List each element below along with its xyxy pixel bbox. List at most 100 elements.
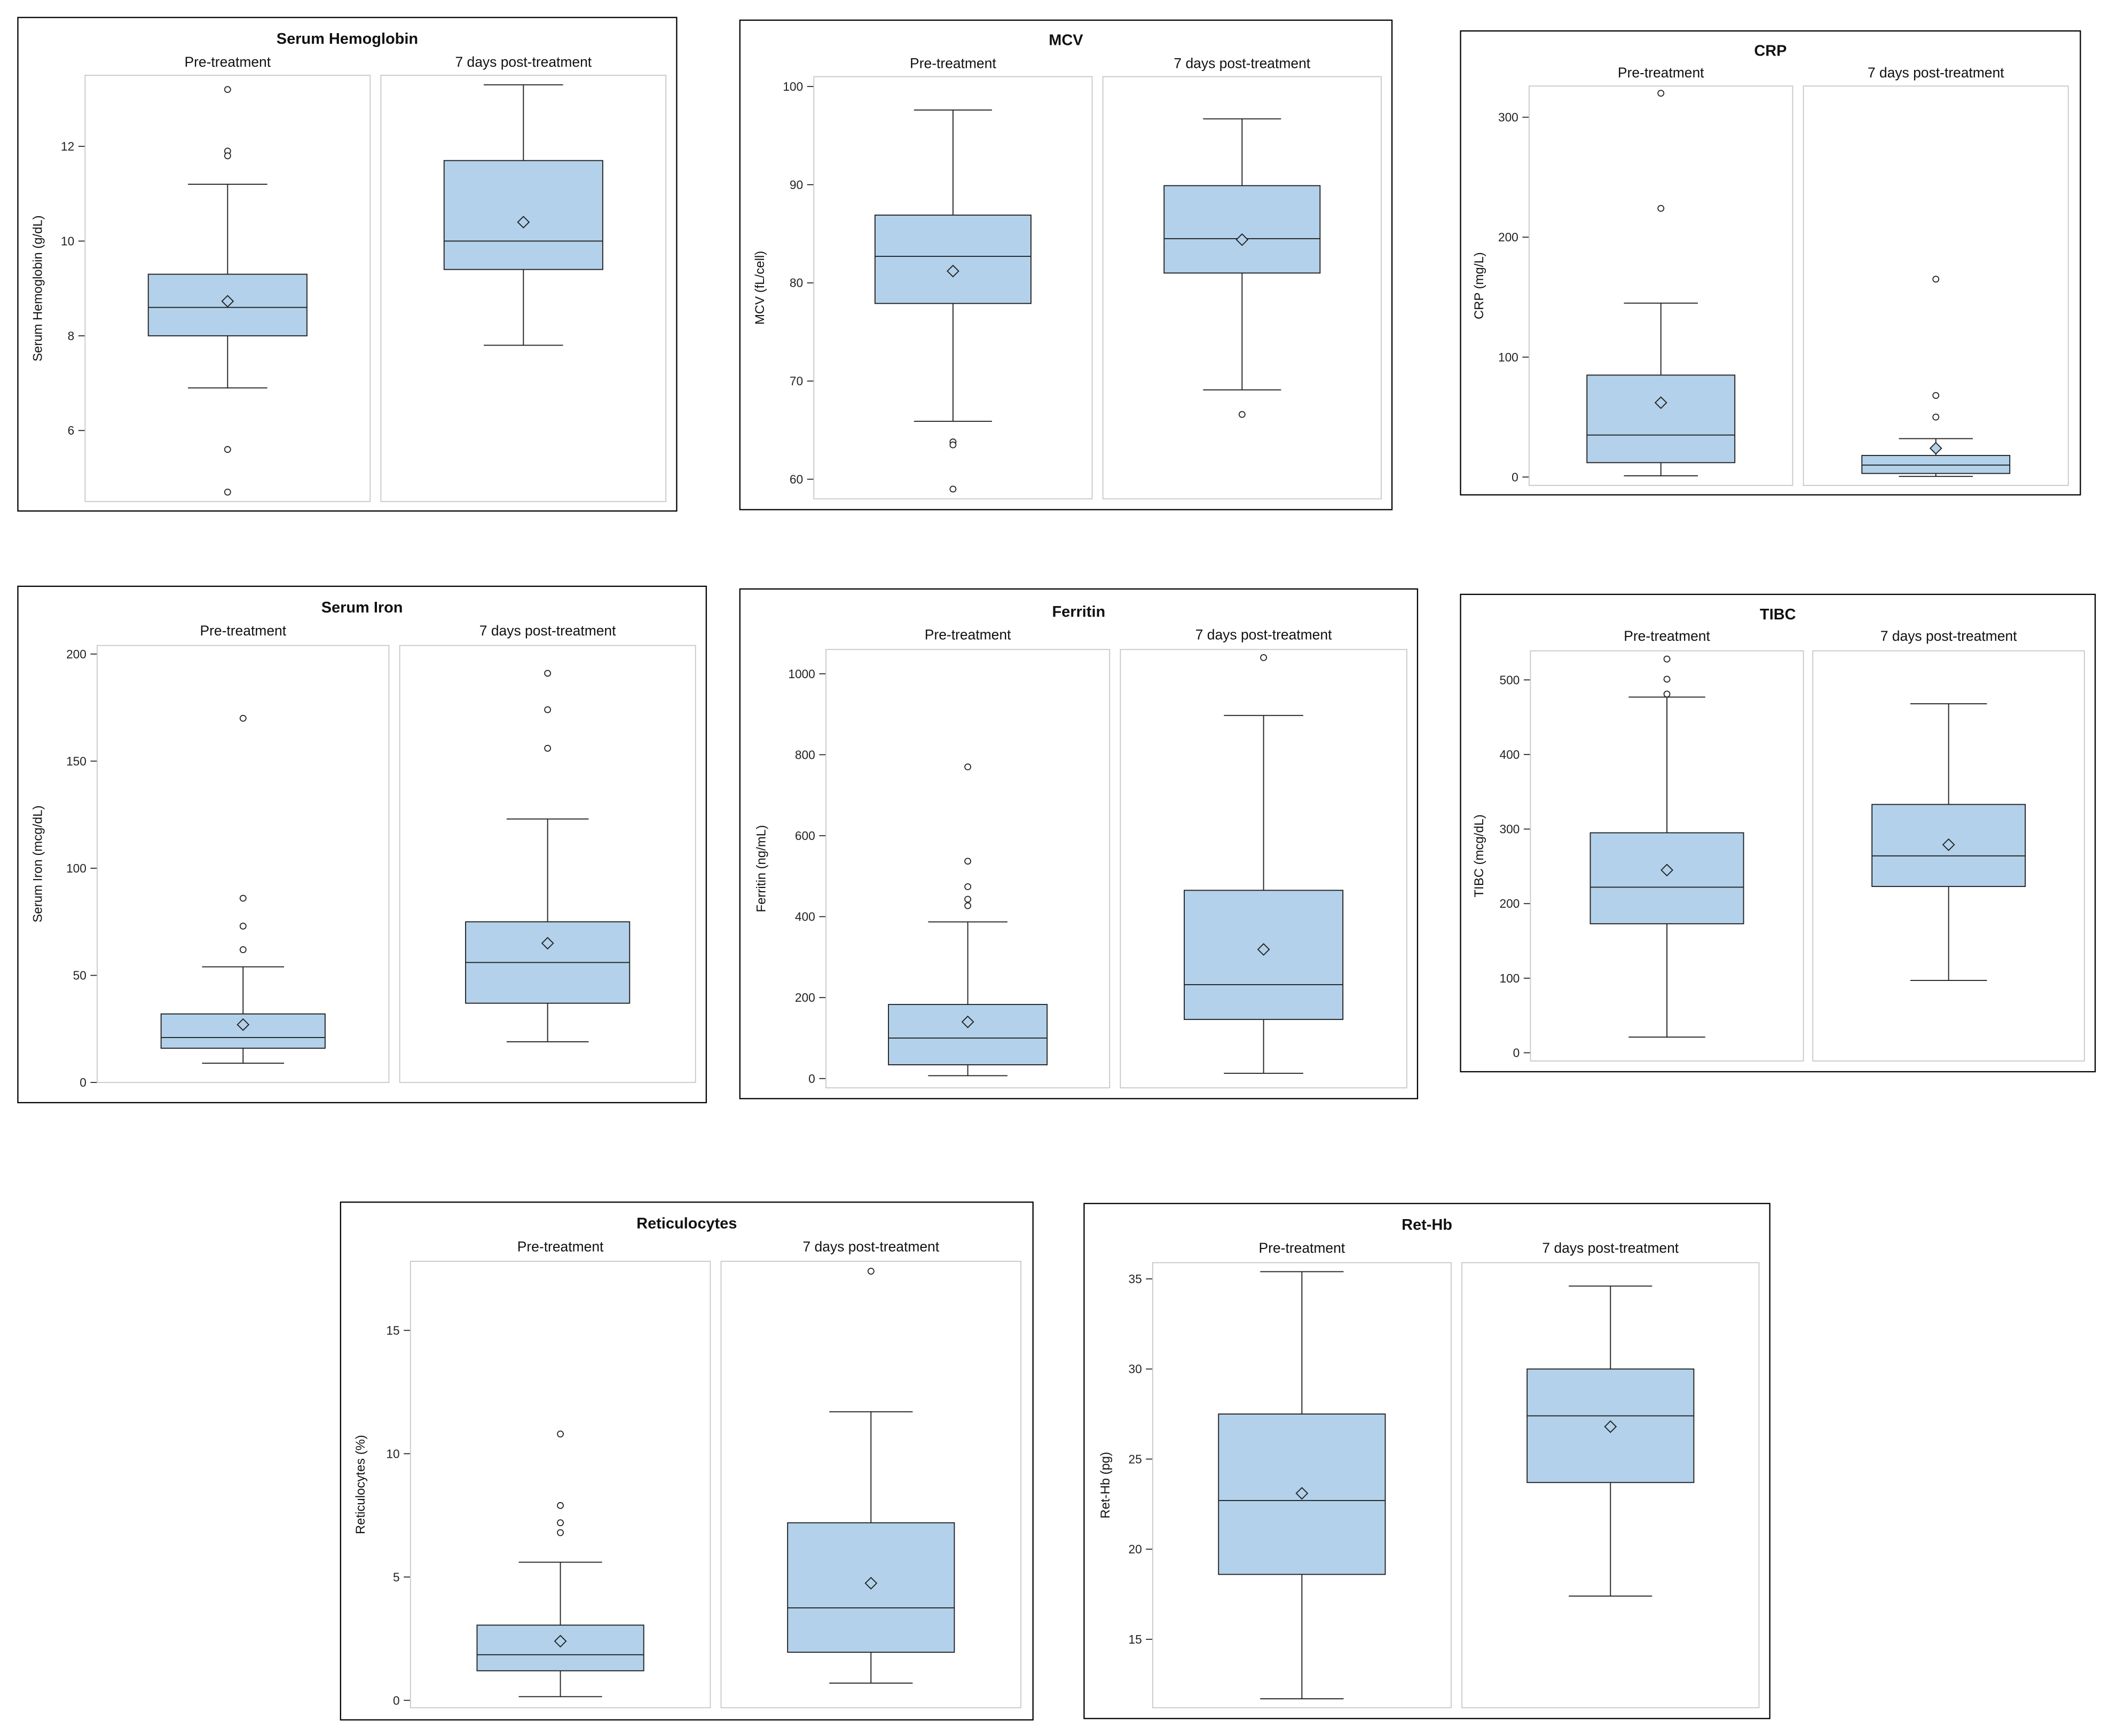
reticulocytes-7-days-post-treatment-mean-marker: [864, 1576, 878, 1590]
mcv-pre-treatment-cell: [813, 76, 1093, 500]
tibc-pre-treatment-mean-marker: [1661, 863, 1673, 877]
crp-7-days-post-treatment-header: 7 days post-treatment: [1868, 65, 2004, 81]
ferritin-y-tick-label: 400: [795, 910, 815, 924]
crp-7-days-post-treatment-box: [1861, 454, 2011, 474]
ret-hb-y-tick-label: 35: [1128, 1272, 1142, 1286]
mcv-pre-treatment-outlier-point: [949, 441, 957, 449]
serum-hemoglobin-y-tick-label: 6: [68, 423, 75, 437]
reticulocytes-chart-title: Reticulocytes: [636, 1215, 737, 1232]
serum-hemoglobin-7-days-post-treatment-cell: [380, 75, 667, 502]
ret-hb-7-days-post-treatment-mean-marker: [1604, 1420, 1617, 1433]
serum-iron-y-tick-label: 200: [66, 647, 86, 661]
serum-hemoglobin-pre-treatment-outlier-point: [224, 86, 231, 93]
ret-hb-y-tick-label: 25: [1128, 1452, 1142, 1466]
ferritin-y-tick-label: 200: [795, 991, 815, 1004]
serum-iron-pre-treatment-mean-marker: [237, 1018, 250, 1031]
ret-hb-7-days-post-treatment-cell: [1461, 1262, 1760, 1708]
crp-7-days-post-treatment-outlier-point: [1932, 276, 1940, 283]
reticulocytes-pre-treatment-outlier-point: [557, 1519, 564, 1527]
ferritin-y-tick-label: 600: [795, 829, 815, 843]
mcv-chart-frame: [739, 19, 1393, 510]
tibc-y-tick-label: 500: [1499, 673, 1520, 687]
serum-iron-pre-treatment-outlier-point: [239, 894, 247, 902]
reticulocytes-7-days-post-treatment-header: 7 days post-treatment: [802, 1238, 939, 1254]
reticulocytes-pre-treatment-cell: [410, 1261, 711, 1708]
crp-pre-treatment-group: Pre-treatment: [1529, 65, 1793, 486]
ferritin-7-days-post-treatment-group: 7 days post-treatment: [1120, 627, 1407, 1089]
reticulocytes-pre-treatment-mean-marker: [554, 1635, 567, 1648]
tibc-7-days-post-treatment-group: 7 days post-treatment: [1812, 628, 2085, 1062]
ferritin-pre-treatment-mean-marker: [961, 1015, 974, 1028]
reticulocytes-y-axis-label: Reticulocytes (%): [353, 1435, 368, 1534]
crp-pre-treatment-box: [1586, 374, 1736, 464]
serum-hemoglobin-pre-treatment-cell: [84, 75, 371, 502]
serum-iron-pre-treatment-box: [160, 1013, 326, 1049]
reticulocytes-pre-treatment-outlier-point: [557, 1529, 564, 1536]
ret-hb-chart-title: Ret-Hb: [1402, 1216, 1452, 1234]
serum-iron-7-days-post-treatment-outlier-point: [544, 670, 552, 677]
serum-hemoglobin-7-days-post-treatment-header: 7 days post-treatment: [455, 54, 592, 70]
crp-7-days-post-treatment-outlier-point: [1932, 392, 1940, 399]
serum-iron-7-days-post-treatment-outlier-point: [544, 706, 552, 713]
reticulocytes-pre-treatment-header: Pre-treatment: [517, 1238, 604, 1254]
reticulocytes-y-tick-label: 5: [393, 1570, 400, 1584]
ret-hb-chart: Ret-Hb Ret-Hb (pg) 15 20 25 30 35 Pre-treatment…: [1083, 1203, 1770, 1719]
mcv-y-tick-label: 90: [790, 178, 803, 192]
mcv-pre-treatment-header: Pre-treatment: [910, 55, 996, 71]
serum-hemoglobin-y-tick-label: 10: [61, 234, 74, 248]
ret-hb-y-tick-label: 30: [1128, 1362, 1142, 1376]
serum-hemoglobin-pre-treatment-outlier-point: [224, 446, 231, 453]
tibc-pre-treatment-cell: [1530, 650, 1804, 1062]
ret-hb-pre-treatment-mean-marker: [1295, 1487, 1309, 1500]
tibc-pre-treatment-header: Pre-treatment: [1624, 628, 1710, 644]
ret-hb-pre-treatment-cell: [1152, 1262, 1452, 1708]
serum-iron-7-days-post-treatment-mean-marker: [541, 937, 554, 950]
mcv-y-tick-label: 70: [790, 374, 803, 388]
mcv-7-days-post-treatment-header: 7 days post-treatment: [1174, 55, 1310, 71]
crp-pre-treatment-outlier-point: [1657, 90, 1665, 97]
ferritin-chart: Ferritin Ferritin (ng/mL) 0 200 400 600 800 100…: [739, 588, 1419, 1099]
tibc-pre-treatment-box: [1589, 832, 1744, 924]
ferritin-7-days-post-treatment-header: 7 days post-treatment: [1195, 627, 1332, 643]
serum-hemoglobin-pre-treatment-outlier-point: [224, 489, 231, 496]
serum-hemoglobin-7-days-post-treatment-group: 7 days post-treatment: [380, 54, 667, 502]
tibc-chart-title: TIBC: [1760, 606, 1796, 623]
mcv-7-days-post-treatment-mean-marker: [1236, 233, 1249, 246]
tibc-pre-treatment-outlier-point: [1663, 655, 1671, 663]
ferritin-chart-frame: [739, 588, 1419, 1099]
crp-7-days-post-treatment-cell: [1803, 85, 2069, 486]
reticulocytes-pre-treatment-outlier-point: [557, 1502, 564, 1509]
tibc-y-tick-label: 300: [1499, 822, 1520, 836]
serum-hemoglobin-chart: Serum Hemoglobin Serum Hemoglobin (g/dL) 6…: [17, 17, 678, 512]
crp-y-tick-label: 100: [1498, 350, 1518, 364]
tibc-y-axis-label: TIBC (mcg/dL): [1472, 814, 1486, 897]
serum-hemoglobin-pre-treatment-outlier-point: [224, 152, 231, 160]
mcv-chart-title: MCV: [1049, 32, 1083, 49]
serum-iron-7-days-post-treatment-outlier-point: [544, 744, 552, 752]
mcv-chart: MCV MCV (fL/cell) 60 70 80 90 100 Pre-treatment…: [739, 19, 1393, 510]
crp-pre-treatment-outlier-point: [1657, 205, 1665, 212]
reticulocytes-pre-treatment-group: Pre-treatment: [410, 1238, 711, 1708]
ferritin-pre-treatment-box: [888, 1004, 1048, 1065]
serum-iron-pre-treatment-header: Pre-treatment: [200, 623, 286, 639]
serum-hemoglobin-pre-treatment-mean-marker: [221, 295, 234, 308]
ferritin-y-tick-label: 1000: [788, 667, 815, 681]
serum-iron-7-days-post-treatment-header: 7 days post-treatment: [479, 623, 616, 639]
ret-hb-y-tick-label: 20: [1128, 1542, 1142, 1556]
tibc-y-tick-label: 0: [1513, 1046, 1520, 1060]
ferritin-chart-title: Ferritin: [1052, 603, 1105, 620]
mcv-pre-treatment-box: [874, 214, 1032, 304]
serum-iron-pre-treatment-cell: [97, 645, 390, 1083]
ferritin-pre-treatment-outlier-point: [964, 763, 971, 771]
ret-hb-y-tick-label: 15: [1128, 1632, 1142, 1646]
crp-y-tick-label: 0: [1512, 470, 1518, 484]
serum-iron-y-axis-label: Serum Iron (mcg/dL): [31, 805, 45, 922]
tibc-7-days-post-treatment-header: 7 days post-treatment: [1880, 628, 2017, 644]
ret-hb-pre-treatment-group: Pre-treatment: [1152, 1240, 1452, 1708]
mcv-y-tick-label: 60: [790, 472, 803, 486]
mcv-y-tick-label: 80: [790, 276, 803, 290]
crp-7-days-post-treatment-group: 7 days post-treatment: [1803, 65, 2069, 486]
mcv-7-days-post-treatment-cell: [1102, 76, 1382, 500]
tibc-7-days-post-treatment-mean-marker: [1942, 838, 1955, 851]
serum-iron-y-tick-label: 150: [66, 754, 86, 768]
